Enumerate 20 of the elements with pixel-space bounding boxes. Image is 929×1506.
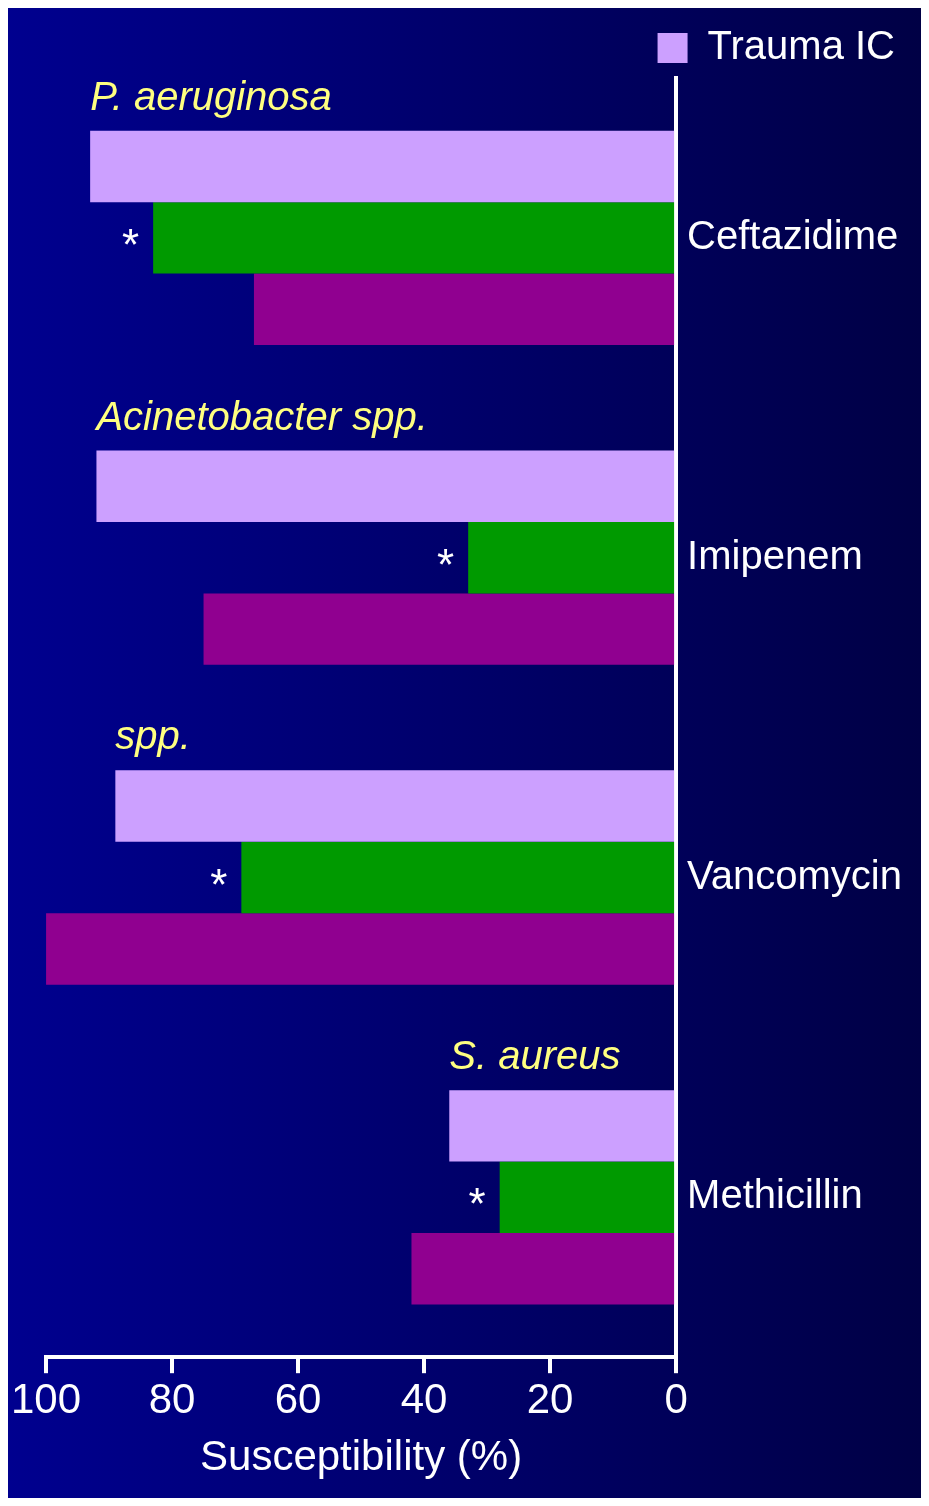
x-tick-label: 40: [400, 1374, 448, 1422]
y-tick-label: Imipenem: [687, 532, 863, 577]
y-tick-label: Methicillin: [687, 1172, 863, 1217]
annotation: Acinetobacter spp.: [94, 393, 428, 438]
annotation: P. aeruginosa: [90, 73, 332, 118]
x-tick-label: 60: [274, 1374, 322, 1422]
annotation: *: [468, 1179, 486, 1229]
annotation: spp.: [115, 713, 191, 758]
x-axis-title: Susceptibility (%): [200, 1432, 523, 1480]
annotation: S. aureus: [449, 1033, 621, 1078]
x-tick-label: 20: [526, 1374, 574, 1422]
y-tick-label: Vancomycin: [687, 852, 902, 897]
annotation: *: [210, 859, 228, 909]
legend-label: Trauma IC: [707, 23, 896, 68]
x-tick-label: 80: [148, 1374, 196, 1422]
x-tick-label: 100: [11, 1374, 82, 1422]
y-tick-label: Ceftazidime: [687, 212, 899, 257]
annotation: *: [437, 539, 455, 589]
x-tick-label: 0: [664, 1374, 688, 1422]
annotation: *: [122, 220, 140, 270]
